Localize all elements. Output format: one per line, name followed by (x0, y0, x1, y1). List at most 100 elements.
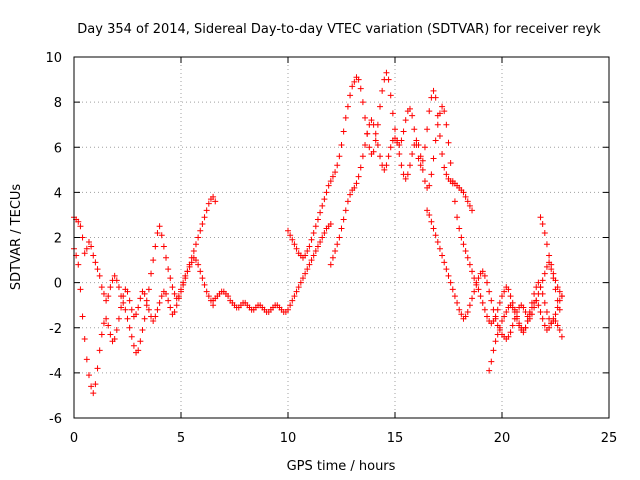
chart-title: Day 354 of 2014, Sidereal Day-to-day VTE… (77, 22, 601, 37)
data-point (398, 162, 405, 169)
data-point (447, 160, 454, 167)
x-tick-label: 15 (387, 431, 404, 446)
data-point (372, 130, 379, 137)
data-point (481, 272, 488, 279)
data-point (520, 304, 527, 311)
data-point (148, 270, 155, 277)
data-point (79, 234, 86, 241)
data-point (304, 248, 311, 255)
data-point (192, 257, 199, 264)
data-point (291, 241, 298, 248)
data-point (156, 299, 163, 306)
data-point (304, 266, 311, 273)
data-point (329, 254, 336, 261)
data-point (469, 295, 476, 302)
data-point (419, 166, 426, 173)
data-point (539, 220, 546, 227)
data-point (85, 239, 92, 246)
data-point (92, 381, 99, 388)
data-point (334, 162, 341, 169)
data-point (543, 263, 550, 270)
data-point (160, 243, 167, 250)
data-point (370, 121, 377, 128)
x-tick-labels: 0 5 10 15 20 25 (70, 431, 617, 446)
data-point (379, 87, 386, 94)
data-point (535, 279, 542, 286)
data-point (310, 252, 317, 259)
data-point (400, 128, 407, 135)
data-point (182, 272, 189, 279)
data-point (143, 297, 150, 304)
data-point (546, 252, 553, 259)
data-point (558, 293, 565, 300)
data-point (541, 322, 548, 329)
data-point (336, 234, 343, 241)
data-point (449, 180, 456, 187)
data-point (184, 268, 191, 275)
data-point (432, 137, 439, 144)
axis-ticks (73, 56, 610, 419)
data-point (332, 169, 339, 176)
data-point (327, 261, 334, 268)
data-point (210, 193, 217, 200)
data-point (163, 290, 170, 297)
data-point (98, 284, 105, 291)
data-point (546, 324, 553, 331)
y-tick-label: 0 (54, 277, 62, 292)
data-point (374, 141, 381, 148)
data-point (441, 164, 448, 171)
data-point (524, 317, 531, 324)
data-point (287, 232, 294, 239)
data-point (533, 297, 540, 304)
data-point (496, 324, 503, 331)
data-point (317, 209, 324, 216)
data-point (539, 315, 546, 322)
data-point (167, 304, 174, 311)
data-point (537, 308, 544, 315)
data-point (469, 268, 476, 275)
data-point (451, 198, 458, 205)
data-point (554, 322, 561, 329)
data-point (81, 250, 88, 257)
data-point (327, 178, 334, 185)
data-point (201, 214, 208, 221)
data-point (357, 164, 364, 171)
x-axis-label: GPS time / hours (287, 459, 396, 474)
data-point (353, 180, 360, 187)
y-tick-label: -2 (49, 322, 62, 337)
data-point (539, 277, 546, 284)
data-point (312, 223, 319, 230)
data-point (120, 299, 127, 306)
data-point (359, 99, 366, 106)
data-point (537, 284, 544, 291)
data-point (556, 306, 563, 313)
data-point (511, 308, 518, 315)
data-point (548, 320, 555, 327)
data-point (413, 137, 420, 144)
x-tick-label: 5 (177, 431, 185, 446)
data-point (203, 207, 210, 214)
data-point (344, 103, 351, 110)
data-point (451, 293, 458, 300)
data-point (186, 263, 193, 270)
data-point (456, 306, 463, 313)
data-point (507, 329, 514, 336)
data-point (537, 214, 544, 221)
data-point (150, 257, 157, 264)
data-point (475, 275, 482, 282)
data-point (135, 304, 142, 311)
data-point (120, 293, 127, 300)
data-point (90, 390, 97, 397)
data-point (107, 284, 114, 291)
data-point (105, 293, 112, 300)
data-point (107, 331, 114, 338)
data-point (509, 322, 516, 329)
data-point (150, 317, 157, 324)
data-point (441, 108, 448, 115)
data-point (424, 207, 431, 214)
data-point (430, 155, 437, 162)
data-point (340, 216, 347, 223)
data-point (377, 103, 384, 110)
data-point (351, 184, 358, 191)
data-point (548, 261, 555, 268)
